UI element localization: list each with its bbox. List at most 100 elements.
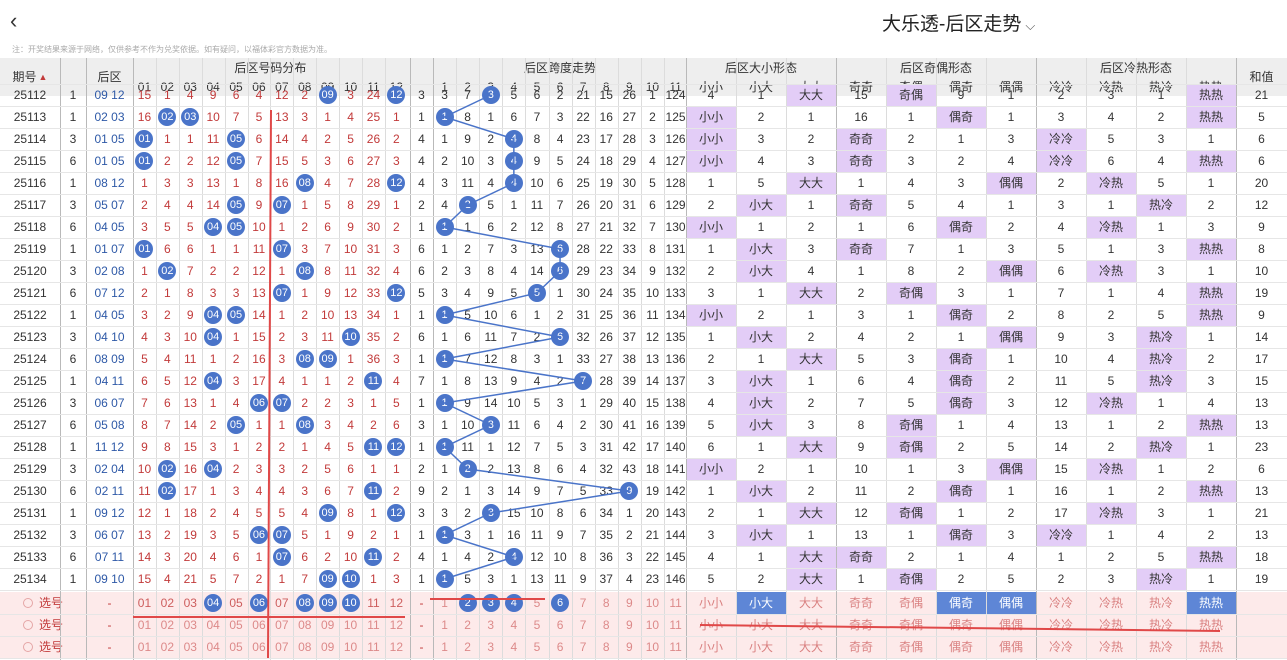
select-number[interactable]: 07: [275, 596, 289, 610]
select-number[interactable]: 02: [160, 618, 175, 632]
select-oddeven[interactable]: 偶奇: [936, 592, 986, 614]
select-number[interactable]: 07: [275, 640, 289, 654]
select-number[interactable]: 09: [320, 640, 335, 654]
header-issue[interactable]: 期号 ▲: [0, 58, 60, 96]
select-hotcold[interactable]: 热冷: [1148, 596, 1173, 610]
select-span[interactable]: 7: [579, 596, 587, 610]
select-span[interactable]: 6: [556, 640, 564, 654]
select-bigsmall[interactable]: 小大: [748, 640, 773, 654]
select-oddeven[interactable]: 奇偶: [898, 640, 923, 654]
select-span[interactable]: 4: [510, 640, 518, 654]
radio-icon[interactable]: [22, 598, 33, 608]
select-bigsmall[interactable]: 小小: [698, 618, 723, 632]
select-number[interactable]: 08: [298, 618, 312, 632]
selected-number[interactable]: 09: [318, 594, 337, 612]
select-bigsmall[interactable]: 大大: [798, 596, 823, 610]
select-oddeven[interactable]: 偶奇: [948, 640, 973, 654]
select-number[interactable]: 06: [252, 618, 266, 632]
select-span[interactable]: 8: [602, 618, 610, 632]
select-number[interactable]: 12: [389, 640, 404, 654]
selected-number[interactable]: 06: [249, 594, 268, 612]
selected-span[interactable]: 2: [458, 594, 477, 612]
select-span[interactable]: 10: [645, 596, 660, 610]
select-span[interactable]: 5: [533, 640, 541, 654]
select-number[interactable]: 05: [229, 640, 243, 654]
select-oddeven[interactable]: 偶偶: [986, 592, 1036, 614]
select-span[interactable]: 10: [645, 640, 660, 654]
select-span[interactable]: 11: [669, 640, 682, 654]
select-hotcold[interactable]: 冷热: [1098, 640, 1123, 654]
select-label[interactable]: 选号: [0, 636, 86, 658]
select-number[interactable]: 12: [389, 596, 404, 610]
select-oddeven[interactable]: 偶偶: [998, 618, 1023, 632]
select-hotcold[interactable]: 热冷: [1148, 640, 1173, 654]
selected-span[interactable]: 6: [551, 594, 570, 612]
select-number[interactable]: 10: [343, 618, 358, 632]
select-span[interactable]: 6: [556, 618, 564, 632]
select-label[interactable]: 选号: [0, 614, 86, 636]
select-bigsmall[interactable]: 小大: [736, 592, 786, 614]
select-hotcold[interactable]: 热热: [1186, 592, 1236, 614]
select-number[interactable]: 10: [343, 640, 358, 654]
select-oddeven[interactable]: 奇偶: [898, 596, 923, 610]
select-number[interactable]: 03: [183, 596, 197, 610]
select-oddeven[interactable]: 偶偶: [998, 640, 1023, 654]
select-number[interactable]: 05: [229, 596, 243, 610]
select-bigsmall[interactable]: 小小: [698, 640, 723, 654]
select-span[interactable]: 4: [510, 618, 518, 632]
select-number[interactable]: 01: [137, 618, 152, 632]
select-number[interactable]: 02: [160, 640, 175, 654]
select-span[interactable]: 1: [441, 618, 448, 632]
select-hotcold[interactable]: 冷冷: [1048, 596, 1073, 610]
select-span[interactable]: 11: [669, 618, 682, 632]
select-hotcold[interactable]: 冷冷: [1048, 640, 1073, 654]
select-number[interactable]: 04: [206, 618, 220, 632]
select-span[interactable]: 2: [464, 618, 471, 632]
select-span[interactable]: 1: [441, 596, 448, 610]
select-number[interactable]: 11: [367, 618, 380, 632]
select-number[interactable]: 11: [367, 596, 380, 610]
selected-span[interactable]: 3: [481, 594, 500, 612]
select-number[interactable]: 05: [229, 618, 243, 632]
select-oddeven[interactable]: 奇奇: [848, 596, 873, 610]
select-span[interactable]: 8: [602, 596, 610, 610]
select-span[interactable]: 10: [645, 618, 660, 632]
select-oddeven[interactable]: 偶奇: [948, 618, 973, 632]
select-hotcold[interactable]: 热热: [1198, 640, 1223, 654]
select-span[interactable]: 1: [441, 640, 448, 654]
selected-number[interactable]: 10: [341, 594, 360, 612]
select-span[interactable]: 8: [602, 640, 610, 654]
selected-span[interactable]: 4: [504, 594, 523, 612]
radio-icon[interactable]: [22, 620, 33, 630]
select-span[interactable]: 9: [626, 596, 633, 610]
select-hotcold[interactable]: 冷冷: [1048, 618, 1073, 632]
select-span[interactable]: 3: [487, 618, 495, 632]
select-bigsmall[interactable]: 大大: [798, 618, 823, 632]
select-number[interactable]: 07: [275, 618, 289, 632]
selected-number[interactable]: 04: [204, 594, 223, 612]
select-label[interactable]: 选号: [0, 592, 86, 614]
select-span[interactable]: 11: [669, 596, 682, 610]
select-span[interactable]: 3: [487, 640, 495, 654]
select-span[interactable]: 5: [533, 618, 541, 632]
select-hotcold[interactable]: 冷热: [1098, 596, 1123, 610]
select-number[interactable]: 03: [183, 618, 197, 632]
page-title[interactable]: 大乐透-后区走势 ⌵: [882, 9, 1035, 36]
select-number[interactable]: 06: [252, 640, 266, 654]
selected-number[interactable]: 08: [295, 594, 314, 612]
select-hotcold[interactable]: 热热: [1198, 618, 1223, 632]
select-number[interactable]: 01: [137, 596, 152, 610]
back-icon[interactable]: ‹: [10, 8, 18, 33]
select-span[interactable]: 9: [626, 618, 633, 632]
select-span[interactable]: 9: [626, 640, 633, 654]
select-bigsmall[interactable]: 小小: [698, 596, 723, 610]
select-bigsmall[interactable]: 小大: [748, 618, 773, 632]
select-number[interactable]: 03: [183, 640, 197, 654]
select-number[interactable]: 04: [206, 640, 220, 654]
select-span[interactable]: 5: [533, 596, 541, 610]
select-oddeven[interactable]: 奇偶: [898, 618, 923, 632]
select-hotcold[interactable]: 热冷: [1148, 618, 1173, 632]
select-span[interactable]: 7: [579, 618, 587, 632]
select-number[interactable]: 11: [367, 640, 380, 654]
select-oddeven[interactable]: 奇奇: [848, 640, 873, 654]
